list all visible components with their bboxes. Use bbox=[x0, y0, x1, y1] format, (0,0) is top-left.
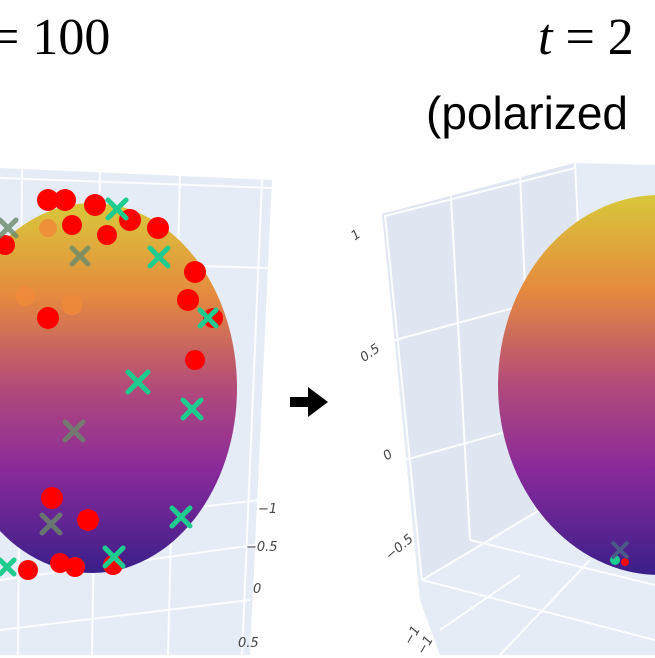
left-tick-neg1: −1 bbox=[258, 502, 278, 517]
left-tick-neg05: −0.5 bbox=[246, 540, 278, 555]
left-panel-title: = 100 bbox=[0, 9, 111, 66]
time-value: = 2 bbox=[552, 9, 634, 66]
time-variable: t bbox=[538, 9, 553, 66]
red-circle-markers bbox=[0, 189, 223, 580]
right-sphere bbox=[498, 195, 655, 575]
left-tick-05: 0.5 bbox=[238, 636, 259, 651]
green-cross-markers bbox=[0, 197, 219, 577]
right-panel-subtitle: (polarized bbox=[426, 87, 628, 139]
right-3d-scene[interactable] bbox=[382, 162, 655, 655]
right-marker-cluster bbox=[610, 540, 630, 566]
left-3d-scene[interactable] bbox=[0, 167, 273, 655]
left-sphere bbox=[0, 203, 237, 573]
right-panel-title: t = 2 bbox=[538, 8, 634, 67]
right-arrow-icon bbox=[290, 387, 328, 417]
left-tick-0: 0 bbox=[253, 582, 262, 597]
